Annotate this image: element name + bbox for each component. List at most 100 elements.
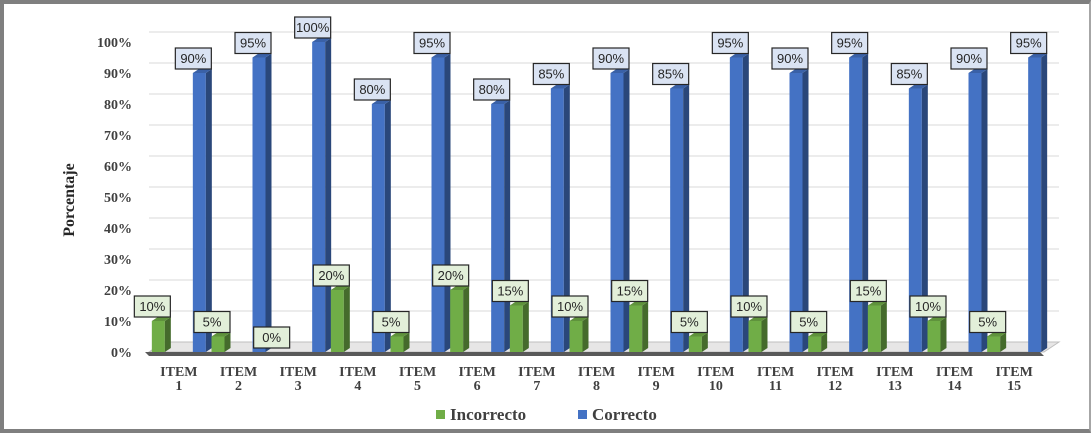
data-label-correcto-text: 85% xyxy=(896,67,922,82)
x-tick-label: ITEM 9 xyxy=(637,365,674,394)
bar-correcto-top xyxy=(670,84,690,89)
bar-correcto-front xyxy=(252,57,266,352)
bar-correcto-front xyxy=(491,104,505,352)
x-tick-label-line2: 5 xyxy=(414,379,421,394)
data-label-correcto-box xyxy=(652,62,690,86)
bar-incorrecto-front xyxy=(629,305,643,352)
bar-incorrecto-side xyxy=(224,332,231,352)
y-tick-label: 50% xyxy=(104,191,132,206)
x-tick-label-line1: ITEM xyxy=(279,365,316,380)
bar-incorrecto xyxy=(748,317,768,352)
bar-correcto xyxy=(610,69,630,352)
bar-incorrecto xyxy=(987,332,1007,352)
bar-incorrecto xyxy=(927,317,947,352)
x-tick-label-line2: 10 xyxy=(709,379,723,394)
bar-correcto-top xyxy=(849,53,869,58)
bar-correcto xyxy=(431,53,451,352)
data-label-incorrecto: 0% xyxy=(253,326,291,349)
x-tick-label-line1: ITEM xyxy=(578,365,615,380)
x-tick-label-line1: ITEM xyxy=(816,365,853,380)
x-tick-label-line1: ITEM xyxy=(518,365,555,380)
bar-incorrecto-front xyxy=(390,336,404,352)
bar-correcto-side xyxy=(205,69,212,352)
x-tick-label-line2: 9 xyxy=(653,379,660,394)
data-label-correcto-box xyxy=(771,47,809,70)
data-label-correcto: 85% xyxy=(890,62,928,86)
data-label-correcto-box xyxy=(353,78,391,101)
bar-correcto-side xyxy=(623,69,630,352)
bar-incorrecto-side xyxy=(761,317,768,352)
data-label-correcto-text: 95% xyxy=(240,36,266,51)
data-label-incorrecto: 5% xyxy=(193,310,231,334)
data-label-incorrecto-box xyxy=(551,295,589,318)
bar-correcto xyxy=(670,84,690,352)
data-label-correcto: 100% xyxy=(294,16,332,39)
data-label-incorrecto-text: 5% xyxy=(799,315,818,330)
y-axis-ticks: 0% 10% 20% 30% 40% 50% 60% 70% 80% 90% 100% xyxy=(97,36,132,361)
bar-correcto-side xyxy=(1041,53,1048,352)
bar-incorrecto-side xyxy=(642,301,649,352)
bar-incorrecto xyxy=(330,286,350,352)
bar-correcto-front xyxy=(371,104,385,352)
legend-swatch xyxy=(578,410,587,419)
y-tick-label: 100% xyxy=(97,36,132,51)
data-label-correcto-text: 100% xyxy=(296,20,330,35)
bar-incorrecto-top xyxy=(748,317,768,321)
data-label-correcto: 90% xyxy=(174,47,212,70)
bar-correcto-side xyxy=(862,53,869,352)
x-tick-label-line2: 8 xyxy=(593,379,600,394)
data-label-correcto-box xyxy=(592,47,630,70)
y-axis-title: Porcentaje xyxy=(61,163,78,236)
y-tick-label: 30% xyxy=(104,253,132,268)
data-label-incorrecto-box xyxy=(790,310,828,334)
bar-correcto-front xyxy=(431,57,445,352)
x-tick-label-line1: ITEM xyxy=(637,365,674,380)
data-label-incorrecto-box xyxy=(909,295,947,318)
bar-incorrecto-front xyxy=(808,336,822,352)
data-label-incorrecto-box xyxy=(432,264,470,287)
bar-correcto-front xyxy=(312,42,326,352)
bar-incorrecto-front xyxy=(688,336,702,352)
bar-correcto-top xyxy=(789,69,809,73)
data-label-correcto: 80% xyxy=(353,78,391,101)
bar-incorrecto-front xyxy=(927,321,941,352)
data-label-correcto: 95% xyxy=(831,31,869,55)
x-tick-label-line2: 6 xyxy=(474,379,481,394)
y-tick-label: 90% xyxy=(104,67,132,82)
bar-incorrecto-top xyxy=(987,332,1007,337)
x-tick-label: ITEM 1 xyxy=(160,365,197,394)
data-label-incorrecto-text: 20% xyxy=(318,268,344,283)
bar-correcto-front xyxy=(729,57,743,352)
bar-incorrecto-front xyxy=(867,305,881,352)
x-tick-label: ITEM 3 xyxy=(279,365,316,394)
data-label-correcto-box xyxy=(831,31,869,55)
data-label-correcto: 90% xyxy=(950,47,988,70)
data-label-incorrecto: 15% xyxy=(849,279,887,303)
bar-correcto xyxy=(550,84,570,352)
data-label-correcto-text: 90% xyxy=(598,51,624,66)
x-tick-label-line1: ITEM xyxy=(697,365,734,380)
bar-incorrecto-side xyxy=(1000,332,1007,352)
bar-correcto-top xyxy=(371,100,391,104)
data-label-incorrecto-box xyxy=(849,279,887,303)
bar-incorrecto-top xyxy=(629,301,649,306)
bar-correcto-side xyxy=(563,84,570,352)
bar-incorrecto-top xyxy=(450,286,470,290)
bar-incorrecto xyxy=(688,332,708,352)
data-label-incorrecto-box xyxy=(372,310,410,334)
bar-incorrecto xyxy=(390,332,410,352)
x-tick-label: ITEM 11 xyxy=(757,365,794,394)
bars xyxy=(151,38,1048,352)
data-label-correcto: 90% xyxy=(592,47,630,70)
bar-incorrecto-front xyxy=(748,321,762,352)
bar-correcto-front xyxy=(610,73,624,352)
bar-incorrecto-front xyxy=(450,290,464,352)
bar-correcto-top xyxy=(729,53,749,58)
x-tick-label-line1: ITEM xyxy=(876,365,913,380)
data-label-incorrecto-text: 5% xyxy=(680,315,699,330)
bar-incorrecto xyxy=(629,301,649,352)
data-label-correcto: 95% xyxy=(1010,31,1048,55)
y-tick-label: 80% xyxy=(104,98,132,113)
data-label-incorrecto-text: 0% xyxy=(262,330,281,345)
